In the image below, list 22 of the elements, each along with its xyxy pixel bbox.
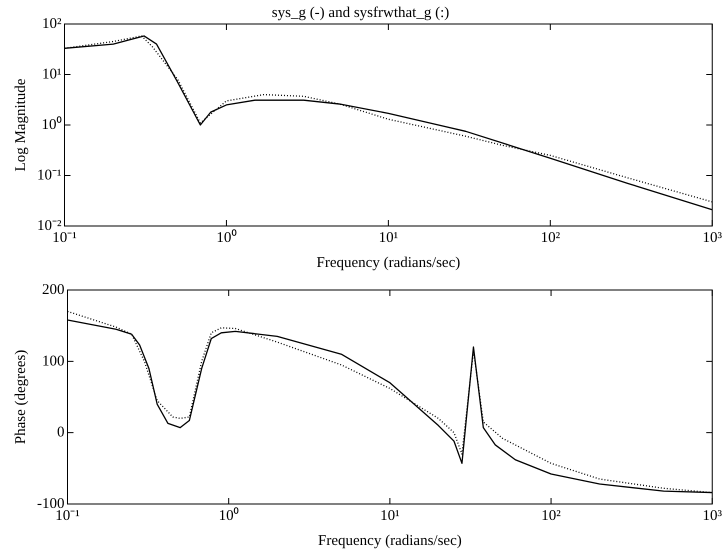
chart-title: sys_g (-) and sysfrwthat_g (:): [272, 4, 450, 21]
y-tick-label: 10⁻¹: [36, 167, 62, 184]
x-tick-label: 10³: [702, 508, 722, 524]
x-tick-label: 10³: [702, 230, 722, 246]
x-tick-label: 10⁻¹: [55, 508, 80, 524]
y-axis-title: Phase (degrees): [12, 350, 29, 444]
y-tick-label: 10²: [42, 16, 62, 32]
x-tick-label: 10¹: [380, 508, 400, 524]
x-tick-label: 10²: [541, 508, 562, 524]
y-tick-label: 0: [56, 424, 64, 441]
x-tick-label: 10⁰: [216, 228, 236, 246]
y-tick-label: 10¹: [42, 66, 62, 82]
x-axis-title: Frequency (radians/sec): [316, 254, 460, 271]
x-tick-label: 10²: [540, 230, 561, 246]
x-axis-title: Frequency (radians/sec): [318, 532, 462, 549]
y-axis-title: Log Magnitude: [12, 78, 29, 172]
y-tick-label: 200: [42, 282, 64, 298]
x-tick-label: 10⁻¹: [52, 230, 77, 246]
y-tick-label: 10⁰: [41, 116, 62, 133]
x-tick-label: 10¹: [378, 230, 398, 246]
x-tick-label: 10⁰: [218, 506, 239, 524]
y-tick-label: 100: [42, 353, 64, 370]
